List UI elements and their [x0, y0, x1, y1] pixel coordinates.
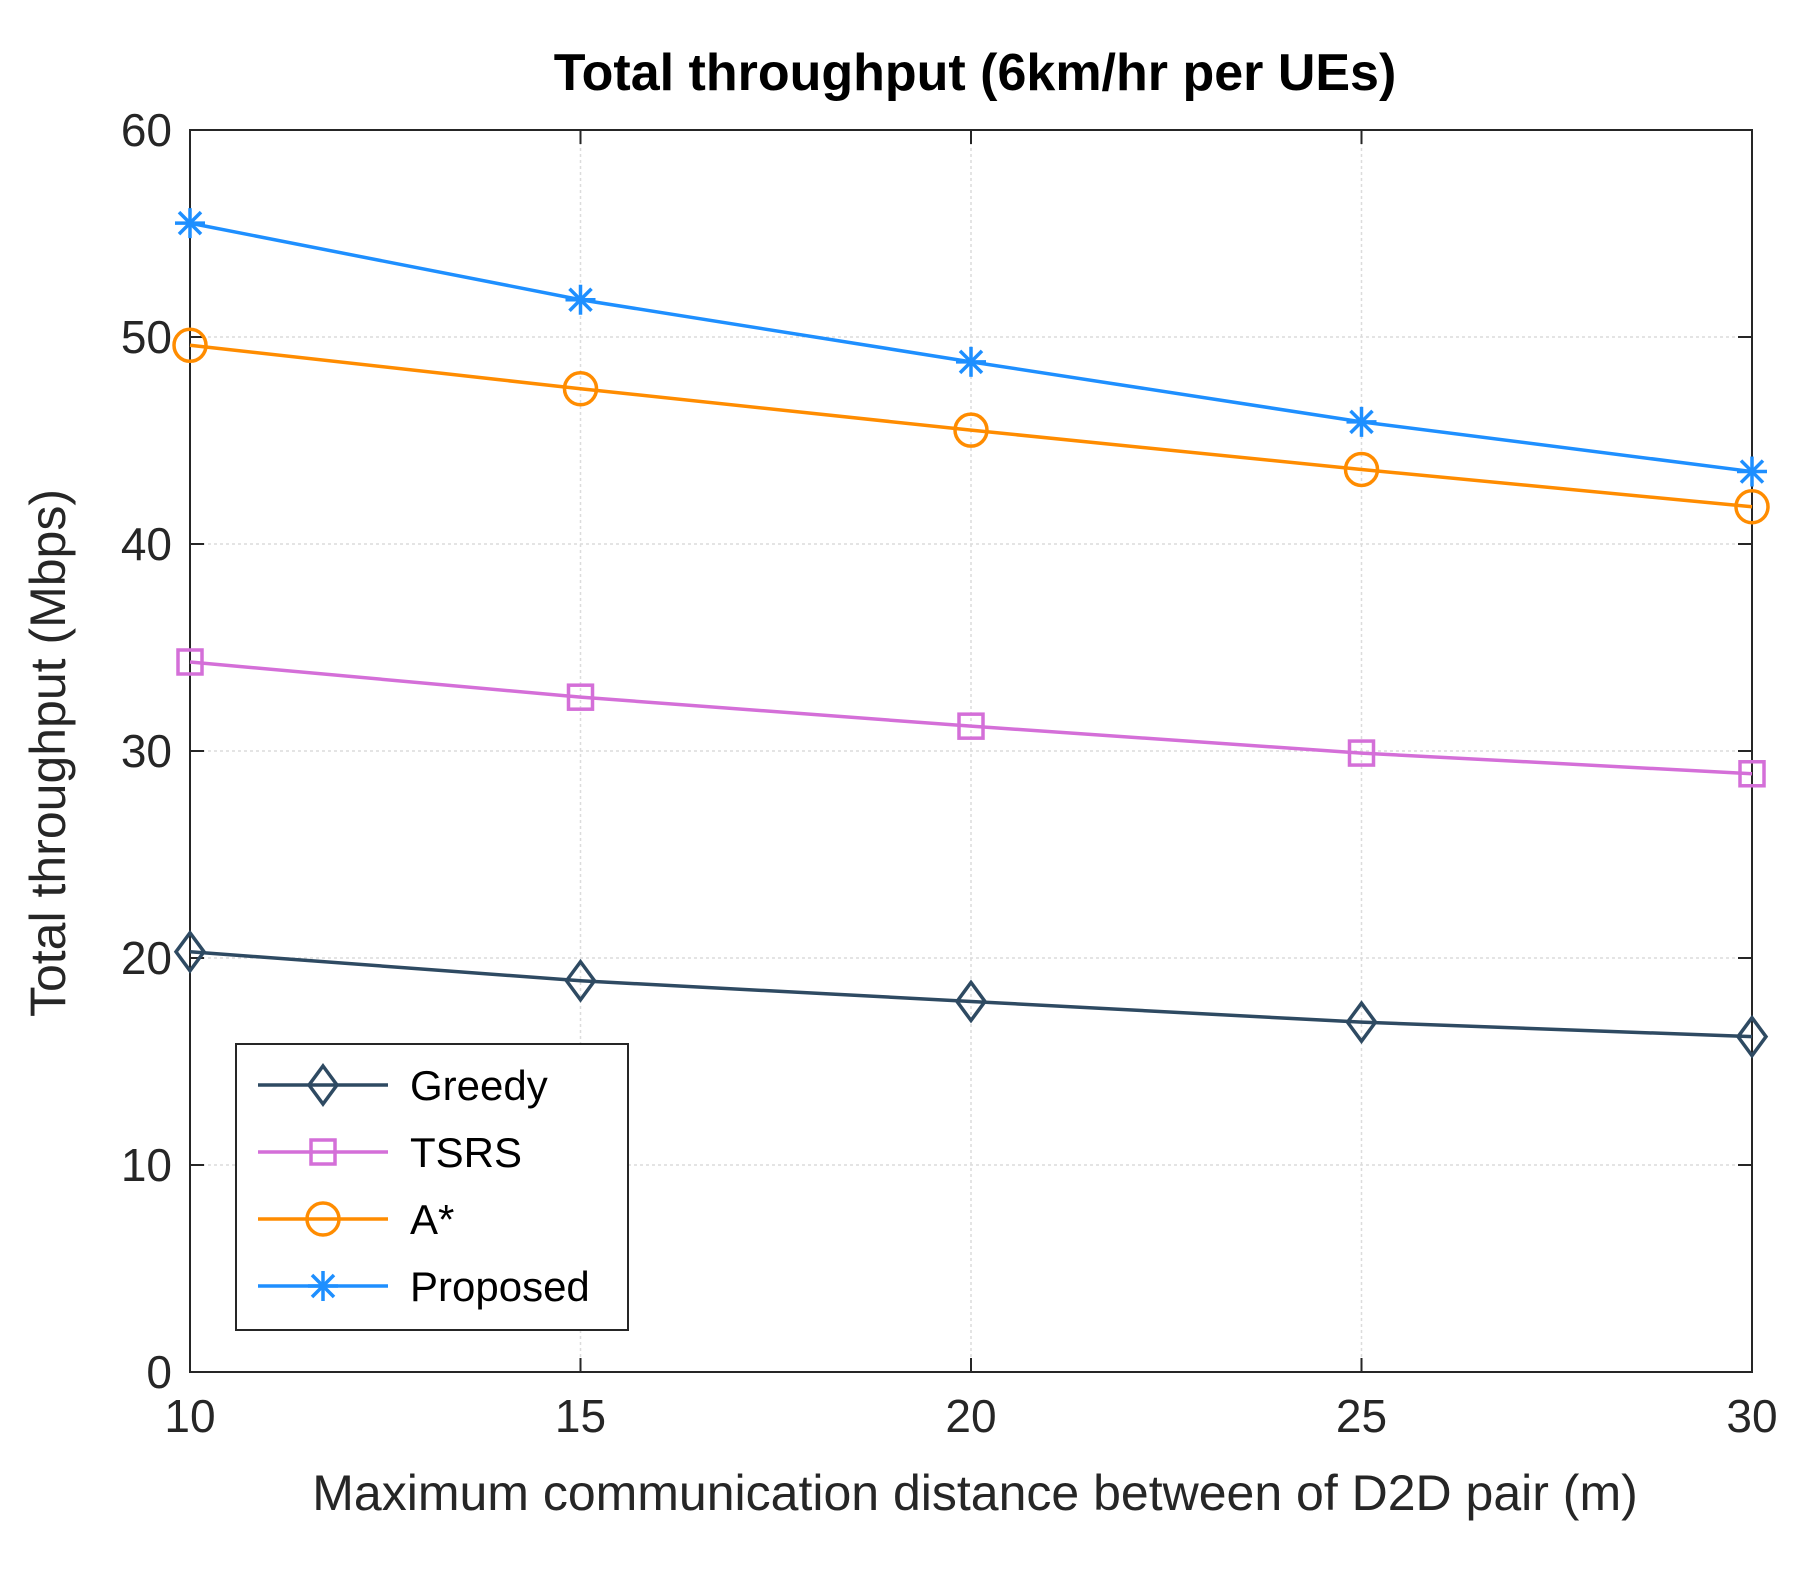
data-point-marker — [956, 346, 986, 377]
legend-label: TSRS — [410, 1129, 522, 1176]
legend-item: A* — [258, 1196, 454, 1243]
legend-label: A* — [410, 1196, 454, 1243]
legend-marker — [309, 1138, 337, 1166]
legend: Greedy TSRS A* Proposed — [235, 1043, 629, 1331]
series-tsrs — [176, 648, 1766, 788]
legend-item: TSRS — [258, 1129, 522, 1176]
data-point-marker — [562, 371, 599, 407]
data-point-marker — [566, 683, 595, 711]
x-tick-label: 20 — [945, 1390, 996, 1442]
data-point-marker — [173, 929, 207, 974]
data-point-marker — [172, 327, 208, 364]
series-line — [189, 343, 1753, 509]
series-a — [172, 327, 1770, 525]
data-point-marker — [1347, 739, 1376, 767]
data-point-marker — [1734, 488, 1770, 525]
y-tick-label: 50 — [121, 311, 172, 363]
series-line — [189, 660, 1753, 776]
data-point-marker — [564, 958, 597, 1003]
data-point-marker — [1738, 760, 1766, 788]
x-tick-label: 25 — [1336, 1390, 1387, 1442]
x-tick-label: 15 — [555, 1390, 606, 1442]
data-point-marker — [1343, 451, 1380, 488]
legend-marker — [306, 1063, 340, 1107]
chart-title: Total throughput (6km/hr per UEs) — [554, 44, 1397, 102]
y-tick-label: 20 — [121, 932, 172, 984]
data-point-marker — [176, 648, 204, 676]
data-point-marker — [1345, 1000, 1378, 1045]
legend-item: Proposed — [258, 1263, 590, 1310]
y-tick-label: 40 — [121, 518, 172, 570]
x-tick-label: 10 — [164, 1390, 215, 1442]
series-line — [189, 950, 1753, 1039]
x-axis-label: Maximum communication distance between o… — [312, 1465, 1638, 1521]
y-axis-label: Total throughput (Mbps) — [20, 489, 76, 1017]
legend-label: Greedy — [410, 1062, 548, 1109]
legend-box — [235, 1043, 629, 1331]
y-tick-label: 10 — [121, 1139, 172, 1191]
series-proposed — [175, 208, 1767, 487]
legend-label: Proposed — [410, 1263, 590, 1310]
data-point-marker — [954, 979, 988, 1024]
y-tick-label: 0 — [146, 1346, 172, 1398]
data-point-marker — [953, 412, 989, 448]
data-point-marker — [175, 208, 205, 239]
x-tick-label: 30 — [1726, 1390, 1777, 1442]
legend-marker — [305, 1201, 341, 1237]
legend-marker — [308, 1271, 338, 1301]
legend-item: Greedy — [258, 1062, 548, 1109]
series-group — [172, 208, 1770, 1059]
data-point-marker — [1346, 406, 1377, 437]
data-point-marker — [1737, 456, 1767, 487]
data-point-marker — [565, 284, 596, 315]
data-point-marker — [957, 712, 985, 740]
y-tick-label: 60 — [121, 104, 172, 156]
series-greedy — [173, 929, 1769, 1059]
y-tick-label: 30 — [121, 725, 172, 777]
data-point-marker — [1735, 1014, 1769, 1059]
